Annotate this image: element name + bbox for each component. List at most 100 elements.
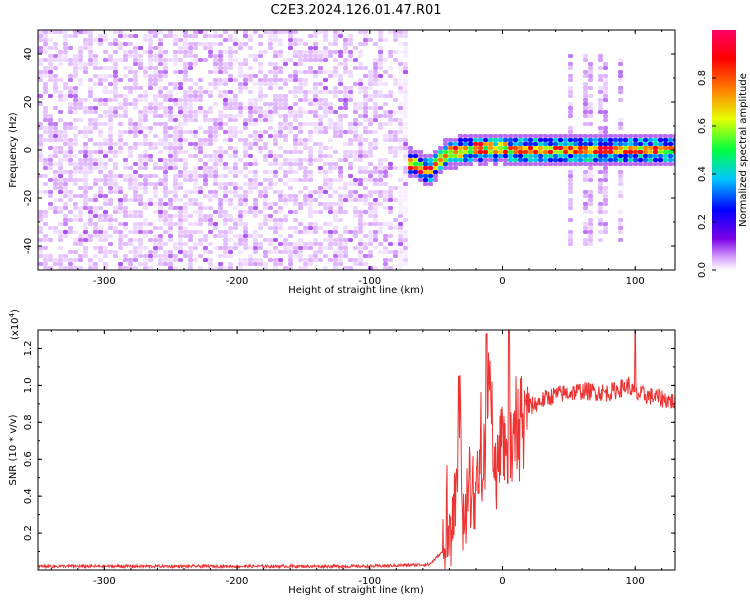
- heatmap-cell: [158, 234, 163, 238]
- heatmap-cell: [403, 198, 408, 202]
- heatmap-cell: [48, 46, 53, 50]
- heatmap-cell: [228, 130, 233, 134]
- heatmap-cell: [213, 130, 218, 134]
- heatmap-cell: [248, 254, 253, 258]
- heatmap-cell: [233, 154, 238, 158]
- heatmap-cell: [298, 42, 303, 46]
- heatmap-cell: [158, 158, 163, 162]
- heatmap-cell: [128, 42, 133, 46]
- heatmap-cell: [183, 118, 188, 122]
- heatmap-cell: [88, 170, 93, 174]
- heatmap-cell: [568, 218, 573, 222]
- heatmap-cell: [43, 38, 48, 42]
- heatmap-cell: [243, 230, 248, 234]
- heatmap-cell: [258, 78, 263, 82]
- heatmap-cell: [183, 106, 188, 110]
- heatmap-cell: [113, 166, 118, 170]
- heatmap-cell: [133, 258, 138, 262]
- heatmap-cell: [153, 186, 158, 190]
- heatmap-cell: [218, 42, 223, 46]
- heatmap-cell: [253, 142, 258, 146]
- heatmap-cell: [298, 246, 303, 250]
- heatmap-cell: [188, 178, 193, 182]
- heatmap-cell: [598, 230, 603, 234]
- heatmap-cell: [63, 86, 68, 90]
- heatmap-cell: [113, 142, 118, 146]
- heatmap-cell: [663, 138, 668, 142]
- heatmap-cell: [153, 54, 158, 58]
- heatmap-cell: [268, 42, 273, 46]
- heatmap-cell: [173, 58, 178, 62]
- heatmap-cell: [133, 162, 138, 166]
- heatmap-cell: [173, 126, 178, 130]
- heatmap-cell: [388, 30, 393, 34]
- heatmap-cell: [43, 86, 48, 90]
- heatmap-cell: [368, 74, 373, 78]
- heatmap-cell: [313, 122, 318, 126]
- heatmap-cell: [283, 218, 288, 222]
- heatmap-cell: [268, 170, 273, 174]
- heatmap-cell: [663, 150, 668, 154]
- heatmap-cell: [453, 158, 458, 162]
- heatmap-cell: [218, 90, 223, 94]
- heatmap-cell: [188, 42, 193, 46]
- heatmap-cell: [313, 126, 318, 130]
- heatmap-cell: [138, 86, 143, 90]
- heatmap-cell: [88, 166, 93, 170]
- heatmap-cell: [518, 150, 523, 154]
- heatmap-cell: [48, 154, 53, 158]
- heatmap-cell: [308, 134, 313, 138]
- heatmap-cell: [563, 154, 568, 158]
- heatmap-cell: [558, 150, 563, 154]
- heatmap-cell: [218, 114, 223, 118]
- heatmap-cell: [238, 130, 243, 134]
- heatmap-cell: [113, 30, 118, 34]
- heatmap-cell: [143, 246, 148, 250]
- heatmap-cell: [98, 134, 103, 138]
- heatmap-cell: [38, 94, 43, 98]
- heatmap-cell: [278, 94, 283, 98]
- heatmap-cell: [163, 202, 168, 206]
- heatmap-cell: [263, 146, 268, 150]
- heatmap-cell: [258, 118, 263, 122]
- heatmap-cell: [93, 214, 98, 218]
- heatmap-cell: [578, 150, 583, 154]
- heatmap-cell: [188, 170, 193, 174]
- heatmap-cell: [593, 138, 598, 142]
- heatmap-cell: [133, 46, 138, 50]
- heatmap-cell: [248, 262, 253, 266]
- heatmap-cell: [253, 162, 258, 166]
- heatmap-cell: [358, 138, 363, 142]
- heatmap-cell: [318, 226, 323, 230]
- heatmap-cell: [118, 186, 123, 190]
- heatmap-cell: [68, 158, 73, 162]
- heatmap-cell: [583, 86, 588, 90]
- heatmap-cell: [193, 210, 198, 214]
- heatmap-cell: [138, 242, 143, 246]
- heatmap-cell: [593, 150, 598, 154]
- heatmap-cell: [38, 250, 43, 254]
- heatmap-cell: [343, 62, 348, 66]
- heatmap-cell: [373, 58, 378, 62]
- heatmap-cell: [123, 174, 128, 178]
- heatmap-cell: [353, 198, 358, 202]
- heatmap-cell: [463, 150, 468, 154]
- heatmap-cell: [68, 142, 73, 146]
- heatmap-cell: [358, 82, 363, 86]
- heatmap-cell: [213, 78, 218, 82]
- heatmap-cell: [73, 86, 78, 90]
- heatmap-cell: [598, 178, 603, 182]
- heatmap-cell: [333, 230, 338, 234]
- heatmap-cell: [38, 62, 43, 66]
- heatmap-cell: [603, 66, 608, 70]
- heatmap-cell: [288, 262, 293, 266]
- heatmap-cell: [118, 122, 123, 126]
- heatmap-cell: [98, 38, 103, 42]
- heatmap-cell: [128, 34, 133, 38]
- heatmap-cell: [428, 174, 433, 178]
- heatmap-cell: [413, 174, 418, 178]
- heatmap-cell: [378, 90, 383, 94]
- heatmap-cell: [283, 158, 288, 162]
- heatmap-cell: [178, 98, 183, 102]
- heatmap-cell: [78, 82, 83, 86]
